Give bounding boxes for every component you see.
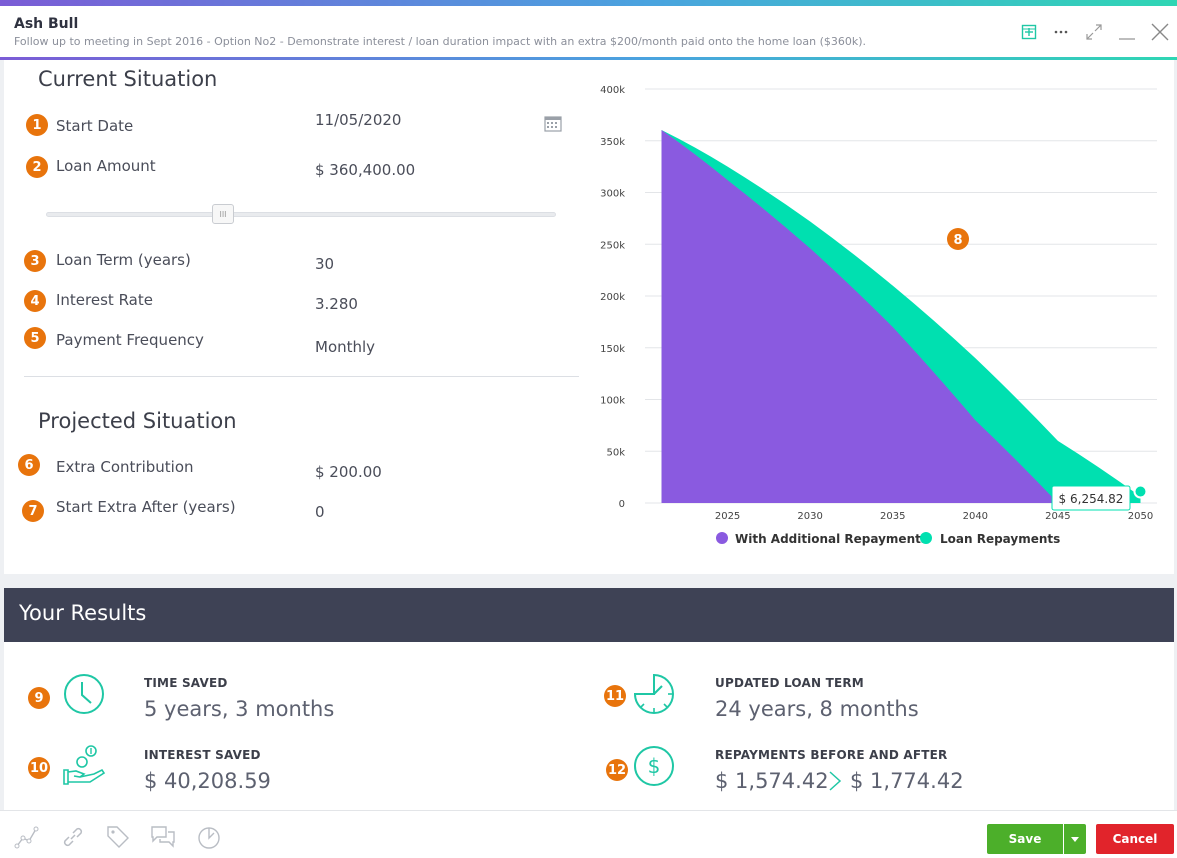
window-title: Ash Bull: [14, 16, 79, 32]
close-icon[interactable]: [1150, 22, 1170, 42]
top-accent-bar: [0, 0, 1177, 6]
payment-frequency-label: Payment Frequency: [56, 331, 204, 349]
step-badge-1: 1: [26, 114, 48, 136]
window-header: Ash Bull Follow up to meeting in Sept 20…: [0, 6, 1177, 58]
payment-frequency-select[interactable]: Monthly: [315, 338, 376, 356]
chart-y-tick-label: 400k: [600, 85, 625, 96]
legend-label-loan: Loan Repayments: [940, 532, 1060, 546]
loan-balance-chart: 0 50k 100k 150k 200k 250k 300k 350k 400k 2025 203…: [600, 85, 1157, 546]
comments-icon[interactable]: [150, 824, 176, 850]
chart-y-tick-label: 100k: [600, 396, 625, 407]
caret-down-icon: [1071, 836, 1079, 842]
header-accent-line: [0, 57, 1177, 60]
step-badge-7: 7: [22, 500, 44, 522]
with-additional-repayments-area: [661, 129, 1058, 503]
step-badge-11: 11: [604, 685, 626, 707]
current-situation-title: Current Situation: [38, 67, 218, 91]
tag-icon[interactable]: [105, 824, 131, 850]
start-extra-after-label: Start Extra After (years): [56, 498, 236, 516]
interest-rate-label: Interest Rate: [56, 291, 153, 309]
extra-contribution-label: Extra Contribution: [56, 458, 194, 476]
interest-rate-field[interactable]: 3.280: [315, 295, 358, 313]
interest-saved-value: $ 40,208.59: [144, 769, 271, 793]
footer-toolbar: [0, 810, 1177, 858]
step-badge-12: 12: [606, 759, 628, 781]
chart-x-tick-label: 2050: [1128, 511, 1153, 522]
step-badge-2: 2: [26, 156, 48, 178]
chart-x-ticks: 2025 2030 2035 2040 2045 2050: [715, 511, 1153, 522]
section-divider: [24, 376, 579, 377]
step-badge-6: 6: [18, 454, 40, 476]
dollar-circle-icon: $: [634, 746, 674, 786]
chart-y-tick-label: 150k: [600, 344, 625, 355]
results-header: [4, 588, 1174, 642]
chart-line-icon[interactable]: [14, 824, 40, 850]
loan-amount-field[interactable]: $ 360,400.00: [315, 161, 416, 179]
more-options-icon[interactable]: [1051, 22, 1071, 42]
repayments-before-after-label: REPAYMENTS BEFORE AND AFTER: [715, 748, 948, 762]
chart-tooltip-text: $ 6,254.82: [1059, 492, 1124, 506]
svg-text:$: $: [648, 754, 661, 778]
expand-icon[interactable]: [1084, 22, 1104, 42]
step-badge-9: 9: [28, 687, 50, 709]
minimize-icon[interactable]: [1117, 22, 1137, 42]
chart-y-tick-label: 250k: [600, 240, 625, 251]
extra-contribution-field[interactable]: $ 200.00: [315, 463, 382, 481]
legend-label-additional: With Additional Repayments: [735, 532, 928, 546]
start-date-label: Start Date: [56, 117, 134, 135]
timer-outline-icon[interactable]: [196, 824, 222, 850]
repayments-before-value: $ 1,574.42: [715, 769, 829, 793]
save-button[interactable]: Save: [987, 824, 1063, 854]
step-badge-10: 10: [28, 757, 50, 779]
calendar-icon[interactable]: [544, 115, 562, 136]
loan-amount-label: Loan Amount: [56, 157, 156, 175]
chart-x-tick-label: 2025: [715, 511, 740, 522]
money-hand-icon: [63, 745, 106, 785]
time-saved-value: 5 years, 3 months: [144, 697, 335, 721]
link-icon[interactable]: [60, 824, 86, 850]
chevron-right-icon: [829, 771, 842, 791]
cancel-button[interactable]: Cancel: [1096, 824, 1174, 854]
chart-y-tick-label: 300k: [600, 189, 625, 200]
chart-legend: With Additional Repayments Loan Repaymen…: [716, 532, 1060, 546]
chart-x-tick-label: 2040: [963, 511, 988, 522]
interest-saved-label: INTEREST SAVED: [144, 748, 261, 762]
loan-term-label: Loan Term (years): [56, 251, 191, 269]
step-badge-3: 3: [24, 250, 46, 272]
repayments-after-value: $ 1,774.42: [850, 769, 964, 793]
step-badge-8: 8: [953, 233, 962, 248]
results-title: Your Results: [19, 601, 147, 625]
legend-marker-loan: [920, 532, 932, 544]
start-date-field[interactable]: 11/05/2020: [315, 111, 402, 129]
start-extra-after-field[interactable]: 0: [315, 503, 325, 521]
chart-x-tick-label: 2045: [1045, 511, 1070, 522]
loan-amount-slider-track[interactable]: [46, 212, 556, 217]
add-panel-icon[interactable]: [1019, 22, 1039, 42]
save-options-dropdown[interactable]: [1063, 824, 1086, 854]
clock-icon: [64, 674, 104, 714]
legend-marker-additional: [716, 532, 728, 544]
step-badge-4: 4: [24, 290, 46, 312]
step-badge-5: 5: [24, 327, 46, 349]
loan-amount-slider-handle[interactable]: III: [212, 204, 234, 224]
chart-tooltip-point: [1133, 484, 1148, 499]
chart-y-ticks: 0 50k 100k 150k 200k 250k 300k 350k 400k: [600, 85, 625, 510]
loan-term-field[interactable]: 30: [315, 255, 335, 273]
window-subtitle: Follow up to meeting in Sept 2016 - Opti…: [14, 35, 867, 48]
updated-loan-term-value: 24 years, 8 months: [715, 697, 919, 721]
chart-x-tick-label: 2035: [880, 511, 905, 522]
timer-icon: [633, 673, 674, 714]
chart-tooltip: $ 6,254.82: [1051, 484, 1148, 511]
chart-y-tick-label: 350k: [600, 137, 625, 148]
updated-loan-term-label: UPDATED LOAN TERM: [715, 676, 864, 690]
chart-y-tick-label: 0: [619, 499, 625, 510]
chart-y-tick-label: 50k: [606, 447, 625, 458]
chart-x-tick-label: 2030: [797, 511, 822, 522]
chart-y-tick-label: 200k: [600, 292, 625, 303]
step-badge-8-circle: [947, 228, 969, 250]
time-saved-label: TIME SAVED: [144, 676, 228, 690]
results-panel: [4, 642, 1174, 810]
projected-situation-title: Projected Situation: [38, 409, 237, 433]
